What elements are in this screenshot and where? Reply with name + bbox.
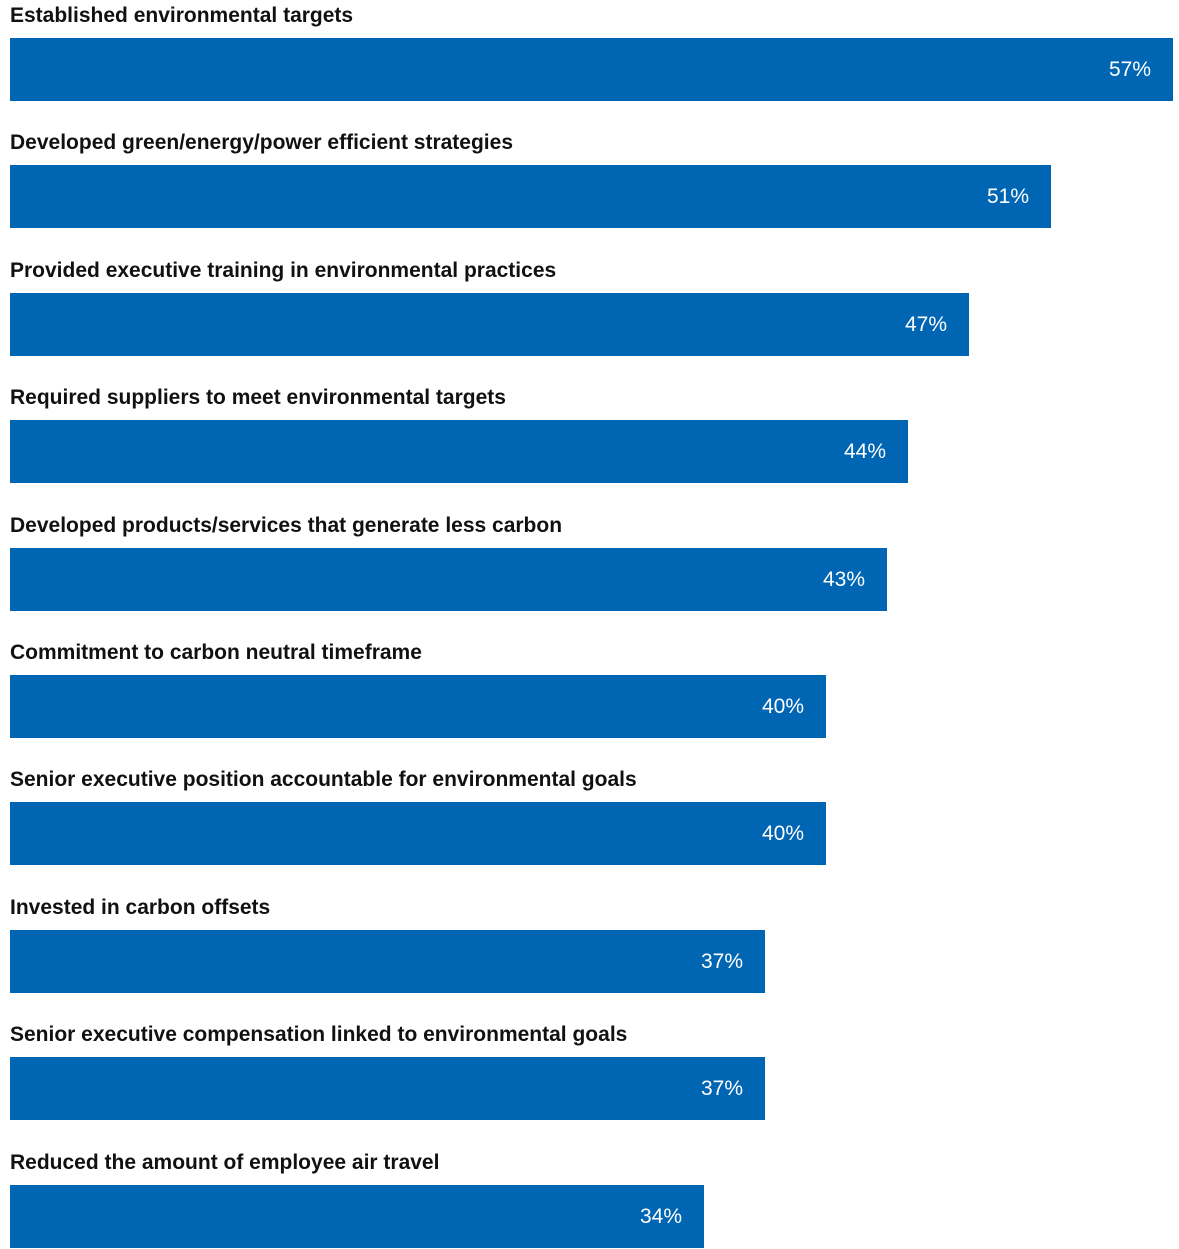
bar-value-label: 37% [700, 949, 743, 973]
bar-row: Reduced the amount of employee air trave… [10, 1149, 1173, 1249]
bar-value-label: 37% [700, 1077, 743, 1101]
bar: 40% [10, 675, 826, 738]
bar-value-label: 51% [986, 185, 1029, 209]
bar-row: Senior executive compensation linked to … [10, 1021, 1173, 1121]
bar: 34% [10, 1184, 704, 1248]
bar: 40% [10, 802, 826, 866]
category-label: Required suppliers to meet environmental… [10, 386, 506, 410]
bar-row: Required suppliers to meet environmental… [10, 384, 1173, 484]
bar-value-label: 44% [843, 440, 886, 464]
bar-row: Commitment to carbon neutral timeframe 40… [10, 639, 1173, 739]
bar-value-label: 40% [761, 695, 804, 718]
bar-row: Developed products/services that generat… [10, 512, 1173, 612]
bar-row: Established environmental targets 57% [10, 2, 1173, 102]
bar-value-label: 34% [639, 1204, 682, 1228]
category-label: Provided executive training in environme… [10, 258, 557, 282]
bar-row: Senior executive position accountable fo… [10, 766, 1173, 866]
bar-value-label: 57% [1108, 58, 1151, 81]
category-label: Invested in carbon offsets [10, 895, 271, 919]
bar-row: Developed green/energy/power efficient s… [10, 129, 1173, 229]
bar: 51% [10, 165, 1051, 229]
bar: 44% [10, 420, 908, 484]
bar-value-label: 40% [761, 822, 804, 846]
category-label: Developed products/services that generat… [10, 513, 563, 537]
bar: 57% [10, 38, 1173, 101]
bar: 37% [10, 1057, 765, 1121]
bar: 47% [10, 292, 969, 356]
category-label: Senior executive compensation linked to … [10, 1023, 628, 1047]
bar-row: Provided executive training in environme… [10, 257, 1173, 357]
category-label: Senior executive position accountable fo… [10, 768, 637, 792]
category-label: Developed green/energy/power efficient s… [10, 131, 513, 155]
bar-row: Invested in carbon offsets 37% [10, 894, 1173, 994]
category-label: Commitment to carbon neutral timeframe [10, 641, 422, 664]
category-label: Established environmental targets [10, 4, 354, 27]
bar-value-label: 47% [904, 312, 947, 336]
bar: 37% [10, 929, 765, 993]
bar: 43% [10, 547, 887, 611]
bar-value-label: 43% [822, 567, 865, 591]
category-label: Reduced the amount of employee air trave… [10, 1150, 440, 1174]
